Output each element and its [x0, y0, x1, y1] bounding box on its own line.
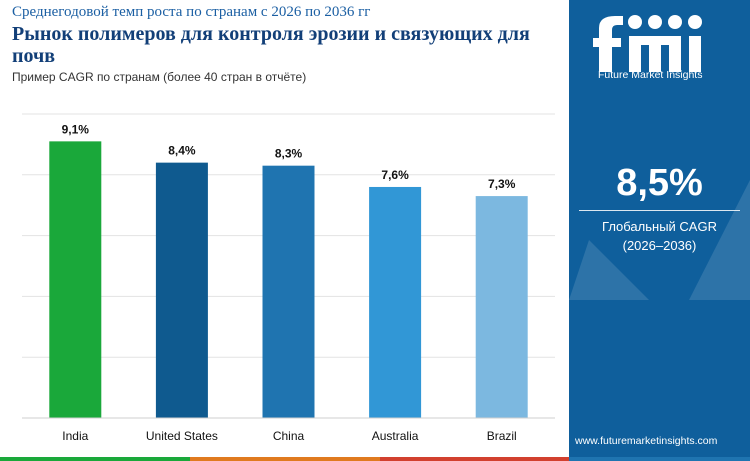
bar-value-label: 7,6% — [381, 168, 409, 182]
color-strip-segment — [569, 457, 750, 461]
bar-united-states — [155, 162, 208, 418]
bar-china — [262, 165, 315, 418]
color-strip-segment — [0, 457, 190, 461]
chart-kicker: Среднегодовой темп роста по странам с 20… — [12, 4, 371, 20]
fmi-logo — [593, 15, 702, 72]
bar-value-label: 8,4% — [168, 144, 196, 158]
summary-panel: Future Market Insights 8,5% Глобальный C… — [569, 0, 750, 461]
bar-india — [49, 141, 102, 419]
global-cagr-period: (2026–2036) — [622, 238, 697, 253]
x-tick-label: China — [273, 429, 305, 443]
x-tick-label: Brazil — [487, 429, 517, 443]
global-cagr-label: Глобальный CAGR — [602, 219, 717, 234]
website-link[interactable]: www.futuremarketinsights.com — [575, 435, 718, 447]
chart-area: Среднегодовой темп роста по странам с 20… — [0, 4, 569, 461]
bar-value-label: 9,1% — [62, 122, 90, 136]
color-strip-segment — [190, 457, 380, 461]
bar-value-label: 7,3% — [488, 177, 516, 191]
bar-value-label: 8,3% — [275, 147, 303, 161]
color-strip-segment — [380, 457, 569, 461]
bar-chart: 9,1% India 8,4% United States 8,3% China 7,6% A… — [22, 113, 555, 443]
x-tick-label: United States — [146, 429, 218, 443]
x-tick-label: Australia — [372, 429, 419, 443]
chart-title: Рынок полимеров для контроля эрозии и св… — [12, 23, 530, 67]
x-tick-label: India — [62, 429, 88, 443]
logo-name: Future Market Insights — [598, 69, 703, 81]
global-cagr-value: 8,5% — [616, 162, 703, 204]
chart-subtitle: Пример CAGR по странам (более 40 стран в… — [12, 70, 307, 84]
panel-divider — [579, 210, 740, 211]
bar-australia — [369, 186, 422, 418]
bar-brazil — [475, 196, 528, 418]
